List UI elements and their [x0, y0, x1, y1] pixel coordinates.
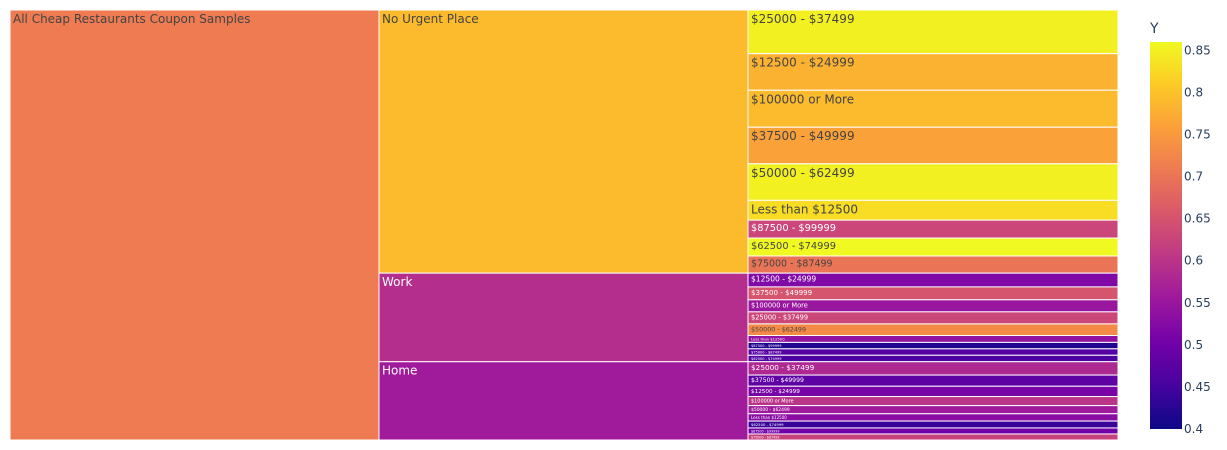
icicle-cell-home-child-75000-87499-label: $75000 - $87499	[751, 435, 779, 439]
icicle-cell-no-urgent-place-child-25000-37499-label: $25000 - $37499	[751, 12, 855, 26]
colorbar-title: Y	[1149, 21, 1159, 37]
icicle-cell-no-urgent-place-child-87500-99999-label: $87500 - $99999	[751, 223, 836, 234]
icicle-cell-no-urgent-place-child-37500-49999-label: $37500 - $49999	[751, 129, 855, 143]
icicle-cell-no-urgent-place-child-100000-or-more-label: $100000 or More	[751, 92, 854, 106]
colorbar-tick-label: 0.45	[1184, 380, 1211, 394]
icicle-cell-home-child-12500-24999-rect	[747, 385, 1119, 398]
icicle-cell-no-urgent-place-child-50000-62499[interactable]: $50000 - $62499	[747, 163, 1119, 201]
icicle-cell-home-child-100000-or-more-label: $100000 or More	[751, 399, 794, 405]
icicle-cell-work-child-50000-62499[interactable]: $50000 - $62499	[747, 323, 1119, 337]
icicle-cells: All Cheap Restaurants Coupon Samples No U…	[9, 9, 1119, 441]
icicle-cell-no-urgent-place-child-less-than-12500[interactable]: Less than $12500	[747, 199, 1119, 221]
colorbar-tick-label: 0.5	[1184, 338, 1203, 352]
icicle-cell-home-child-75000-87499-rect	[747, 433, 1119, 441]
icicle-cell-work-child-62500-74999-label: $62500 - $74999	[751, 357, 781, 361]
icicle-root-cell-label: All Cheap Restaurants Coupon Samples	[13, 12, 251, 26]
icicle-cell-work-label: Work	[382, 275, 412, 289]
icicle-cell-work-child-75000-87499[interactable]: $75000 - $87499	[747, 348, 1119, 356]
icicle-cell-no-urgent-place-child-less-than-12500-label: Less than $12500	[751, 202, 858, 216]
icicle-cell-work-child-50000-62499-label: $50000 - $62499	[751, 325, 806, 333]
icicle-cell-no-urgent-place-child-50000-62499-label: $50000 - $62499	[751, 166, 855, 180]
icicle-cell-no-urgent-place-child-37500-49999-rect	[747, 126, 1119, 165]
icicle-cell-work[interactable]: Work	[378, 272, 749, 363]
icicle-cell-home-child-62500-74999-rect	[747, 420, 1119, 429]
icicle-cell-no-urgent-place-child-12500-24999-label: $12500 - $24999	[751, 56, 855, 70]
icicle-cell-no-urgent-place-child-12500-24999-rect	[747, 53, 1119, 91]
colorbar-tick-label: 0.55	[1184, 296, 1211, 310]
icicle-cell-work-child-25000-37499[interactable]: $25000 - $37499	[747, 311, 1119, 325]
icicle-cell-home-child-100000-or-more-rect	[747, 396, 1119, 407]
icicle-cell-no-urgent-place-rect	[378, 9, 749, 274]
icicle-cell-home-child-87500-99999-rect	[747, 427, 1119, 435]
colorbar-tick-label: 0.6	[1184, 254, 1203, 268]
icicle-cell-no-urgent-place-child-62500-74999-label: $62500 - $74999	[751, 241, 836, 252]
icicle-cell-work-child-87500-99999-label: $87500 - $99999	[751, 344, 781, 348]
colorbar-tick-label: 0.75	[1184, 128, 1211, 142]
icicle-cell-work-child-12500-24999-label: $12500 - $24999	[751, 275, 816, 284]
icicle-cell-no-urgent-place-child-12500-24999[interactable]: $12500 - $24999	[747, 53, 1119, 91]
icicle-cell-work-child-100000-or-more[interactable]: $100000 or More	[747, 299, 1119, 313]
icicle-cell-home-child-12500-24999-label: $12500 - $24999	[751, 389, 800, 395]
icicle-cell-work-child-87500-99999-rect	[747, 341, 1119, 350]
icicle-cell-work-child-75000-87499-rect	[747, 348, 1119, 356]
icicle-cell-home-child-less-than-12500-label: Less than $12500	[751, 415, 787, 420]
icicle-cell-work-child-75000-87499-label: $75000 - $87499	[751, 350, 781, 354]
icicle-cell-home-child-50000-62499-rect	[747, 405, 1119, 415]
icicle-cell-no-urgent-place-child-87500-99999[interactable]: $87500 - $99999	[747, 219, 1119, 239]
icicle-root-cell-rect	[9, 9, 380, 441]
icicle-cell-home-child-62500-74999-label: $62500 - $74999	[751, 422, 784, 427]
icicle-cell-no-urgent-place-child-25000-37499[interactable]: $25000 - $37499	[747, 9, 1119, 55]
colorbar-tick-label: 0.65	[1184, 212, 1211, 226]
icicle-cell-work-child-less-than-12500-label: Less than $12500	[751, 336, 785, 341]
icicle-cell-no-urgent-place-child-100000-or-more-rect	[747, 89, 1119, 128]
icicle-cell-no-urgent-place-child-37500-49999[interactable]: $37500 - $49999	[747, 126, 1119, 165]
icicle-cell-work-child-less-than-12500[interactable]: Less than $12500	[747, 335, 1119, 343]
icicle-cell-home-child-less-than-12500-rect	[747, 413, 1119, 422]
icicle-cell-home[interactable]: Home	[378, 361, 749, 441]
icicle-cell-home-child-50000-62499-label: $50000 - $62499	[751, 407, 790, 413]
icicle-cell-home-child-37500-49999-label: $37500 - $49999	[751, 377, 804, 384]
icicle-cell-work-child-87500-99999[interactable]: $87500 - $99999	[747, 341, 1119, 350]
icicle-cell-home-child-25000-37499-label: $25000 - $37499	[751, 363, 815, 372]
icicle-cell-home-rect	[378, 361, 749, 441]
icicle-cell-home-child-50000-62499[interactable]: $50000 - $62499	[747, 405, 1119, 415]
icicle-cell-no-urgent-place-label: No Urgent Place	[382, 12, 479, 26]
colorbar-tick-label: 0.7	[1184, 170, 1203, 184]
colorbar-tick-label: 0.85	[1184, 43, 1211, 57]
colorbar-tick-label: 0.4	[1184, 422, 1203, 436]
icicle-cell-work-rect	[378, 272, 749, 363]
icicle-cell-home-child-100000-or-more[interactable]: $100000 or More	[747, 396, 1119, 407]
icicle-root-cell[interactable]: All Cheap Restaurants Coupon Samples	[9, 9, 380, 441]
icicle-cell-home-child-87500-99999[interactable]: $87500 - $99999	[747, 427, 1119, 435]
icicle-cell-no-urgent-place-child-75000-87499[interactable]: $75000 - $87499	[747, 255, 1119, 274]
icicle-cell-work-child-less-than-12500-rect	[747, 335, 1119, 343]
icicle-cell-home-child-12500-24999[interactable]: $12500 - $24999	[747, 385, 1119, 398]
icicle-cell-no-urgent-place-child-62500-74999[interactable]: $62500 - $74999	[747, 237, 1119, 257]
icicle-cell-home-child-87500-99999-label: $87500 - $99999	[751, 429, 779, 433]
icicle-cell-no-urgent-place-child-25000-37499-rect	[747, 9, 1119, 55]
icicle-cell-home-child-37500-49999[interactable]: $37500 - $49999	[747, 374, 1119, 387]
icicle-cell-home-child-62500-74999[interactable]: $62500 - $74999	[747, 420, 1119, 429]
icicle-cell-no-urgent-place[interactable]: No Urgent Place	[378, 9, 749, 274]
icicle-cell-home-child-75000-87499[interactable]: $75000 - $87499	[747, 433, 1119, 441]
colorbar-ticks: 0.85 0.8 0.75 0.7 0.65 0.6 0.55 0.5 0.45 0.4	[1184, 43, 1211, 436]
icicle-cell-work-child-62500-74999[interactable]: $62500 - $74999	[747, 354, 1119, 363]
colorbar-tick-label: 0.8	[1184, 85, 1203, 99]
icicle-cell-home-label: Home	[382, 364, 417, 378]
icicle-cell-no-urgent-place-child-100000-or-more[interactable]: $100000 or More	[747, 89, 1119, 128]
icicle-cell-work-child-12500-24999[interactable]: $12500 - $24999	[747, 272, 1119, 288]
icicle-cell-work-child-37500-49999[interactable]: $37500 - $49999	[747, 286, 1119, 301]
icicle-cell-work-child-100000-or-more-label: $100000 or More	[751, 301, 808, 309]
icicle-cell-home-child-25000-37499[interactable]: $25000 - $37499	[747, 361, 1119, 376]
colorbar-bar	[1150, 42, 1182, 429]
icicle-cell-work-child-25000-37499-label: $25000 - $37499	[751, 313, 808, 321]
icicle-cell-home-child-less-than-12500[interactable]: Less than $12500	[747, 413, 1119, 422]
icicle-cell-no-urgent-place-child-75000-87499-label: $75000 - $87499	[751, 258, 832, 269]
icicle-cell-work-child-62500-74999-rect	[747, 354, 1119, 363]
icicle-cell-work-child-37500-49999-label: $37500 - $49999	[751, 288, 812, 297]
colorbar: Y 0.85 0.8 0.75 0.7 0.65 0.6 0.55 0.5 0.45 0.4	[1149, 21, 1211, 436]
